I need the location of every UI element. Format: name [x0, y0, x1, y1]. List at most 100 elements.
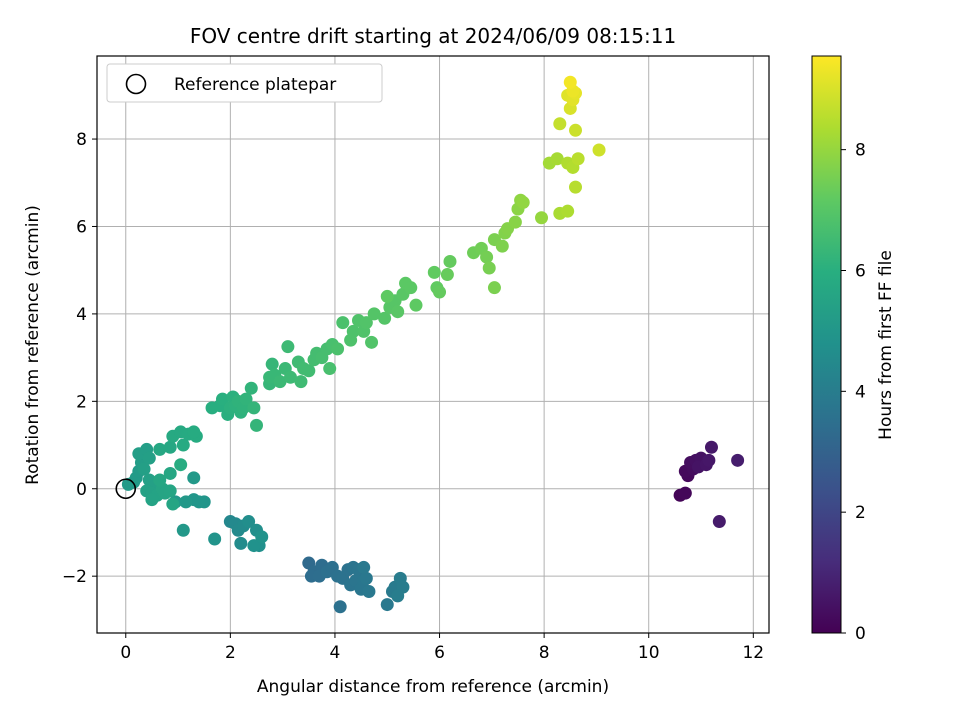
data-point	[704, 440, 718, 454]
data-point	[234, 536, 248, 550]
data-point	[569, 180, 583, 194]
data-point	[712, 515, 726, 529]
y-axis-label: Rotation from reference (arcmin)	[23, 205, 43, 485]
data-point	[163, 440, 177, 454]
data-point	[380, 289, 394, 303]
data-point	[163, 484, 177, 498]
data-point	[250, 418, 264, 432]
y-tick-label: 2	[76, 392, 87, 412]
x-tick-label: 4	[330, 643, 341, 663]
data-point	[166, 497, 180, 511]
data-point	[145, 493, 159, 507]
data-point	[323, 362, 337, 376]
data-point	[239, 392, 253, 406]
data-point	[391, 589, 405, 603]
reference-platepar-marker	[115, 478, 137, 500]
data-point	[336, 316, 350, 330]
data-point	[443, 254, 457, 268]
legend-label: Reference platepar	[174, 75, 336, 95]
data-point	[482, 261, 496, 275]
data-point	[404, 281, 418, 295]
x-tick-label: 2	[225, 643, 236, 663]
data-point	[283, 370, 297, 384]
reference-layer	[115, 478, 137, 500]
data-point	[153, 473, 167, 487]
data-point	[409, 298, 423, 312]
data-point	[247, 401, 261, 415]
data-point	[378, 311, 392, 325]
data-point	[153, 442, 167, 456]
data-point	[569, 123, 583, 137]
data-point	[273, 375, 287, 389]
plot-frame	[96, 55, 770, 634]
data-point	[174, 458, 188, 472]
data-point	[176, 523, 190, 537]
data-point	[163, 466, 177, 480]
data-point	[380, 598, 394, 612]
data-point	[480, 250, 494, 264]
x-axis-ticks: 0 2 4 6 8 10 12	[120, 633, 764, 663]
data-point	[359, 571, 373, 585]
data-point	[242, 515, 256, 529]
data-point	[244, 381, 258, 395]
data-point	[508, 215, 522, 229]
data-point	[571, 152, 585, 166]
data-point	[137, 462, 151, 476]
colorbar: 0 2 4 6 8 Hours from first FF file	[811, 55, 896, 644]
data-point	[302, 364, 316, 378]
data-point	[678, 486, 692, 500]
colorbar-ticks: 0 2 4 6 8	[841, 141, 866, 644]
data-point	[255, 530, 269, 544]
x-tick-label: 10	[638, 643, 660, 663]
chart-title: FOV centre drift starting at 2024/06/09 …	[190, 24, 676, 48]
data-point	[179, 495, 193, 509]
data-point	[142, 451, 156, 465]
y-tick-label: 0	[76, 480, 87, 500]
data-point	[281, 340, 295, 354]
grid	[97, 56, 769, 633]
data-point	[702, 453, 716, 467]
data-point	[563, 75, 577, 89]
data-point	[516, 195, 530, 209]
x-tick-label: 12	[742, 643, 764, 663]
data-points	[121, 75, 745, 614]
data-point	[362, 584, 376, 598]
data-point	[265, 357, 279, 371]
data-point	[247, 539, 261, 553]
data-point	[331, 342, 345, 356]
y-tick-label: 4	[76, 305, 87, 325]
x-tick-label: 0	[120, 643, 131, 663]
data-point	[495, 239, 509, 253]
data-point	[187, 425, 201, 439]
colorbar-tick-label: 8	[855, 141, 866, 161]
data-point	[731, 453, 745, 467]
data-point	[487, 281, 501, 295]
data-point	[192, 495, 206, 509]
data-point	[433, 285, 447, 299]
legend: Reference platepar	[106, 63, 383, 103]
colorbar-gradient	[811, 55, 842, 634]
y-tick-label: −2	[62, 567, 87, 587]
data-point	[561, 204, 575, 218]
colorbar-tick-label: 6	[855, 261, 866, 281]
colorbar-tick-label: 4	[855, 382, 866, 402]
data-point	[427, 265, 441, 279]
data-point	[216, 392, 230, 406]
colorbar-label: Hours from first FF file	[876, 250, 896, 440]
data-point	[333, 600, 347, 614]
data-point	[391, 305, 405, 319]
data-point	[294, 375, 308, 389]
data-point	[550, 152, 564, 166]
data-point	[346, 324, 360, 338]
legend-marker-icon	[125, 73, 147, 95]
data-point	[365, 335, 379, 349]
x-axis-label: Angular distance from reference (arcmin)	[257, 677, 609, 697]
y-tick-label: 8	[76, 130, 87, 150]
legend-box	[106, 63, 383, 103]
data-point	[440, 268, 454, 282]
data-point	[187, 471, 201, 485]
x-tick-label: 8	[539, 643, 550, 663]
data-point	[592, 143, 606, 157]
data-point	[359, 316, 373, 330]
